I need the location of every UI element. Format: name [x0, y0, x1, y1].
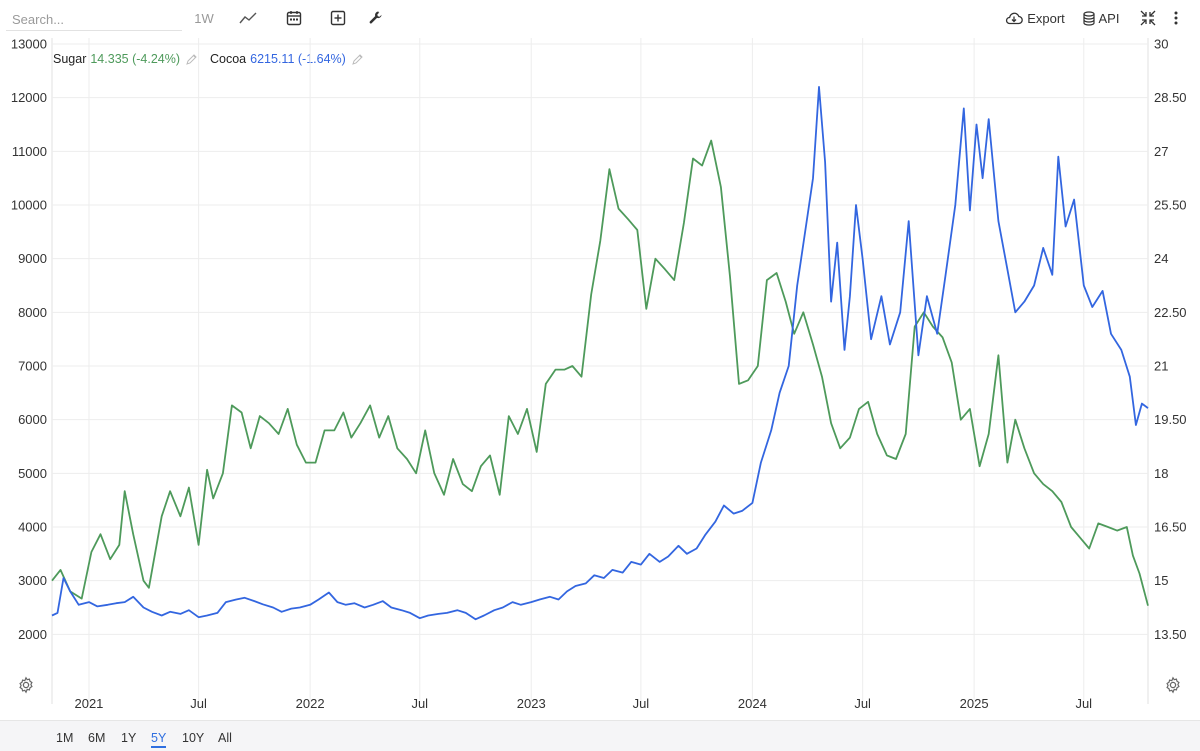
- range-all-button[interactable]: All: [218, 731, 232, 745]
- right-tick-label: 18: [1154, 466, 1168, 481]
- edit-sugar-icon[interactable]: [186, 53, 198, 65]
- time-tick-label: Jul: [190, 696, 207, 711]
- range-1y-button[interactable]: 1Y: [121, 731, 137, 745]
- cloud-download-icon: [1006, 12, 1024, 25]
- left-tick-label: 4000: [18, 520, 47, 535]
- price-chart[interactable]: 2000 3000 4000 5000 6000 7000 8000 9000 10000 110…: [0, 38, 1200, 720]
- legend-cocoa-name: Cocoa: [210, 52, 247, 66]
- line-chart-icon[interactable]: [238, 7, 258, 29]
- left-axis-settings-icon[interactable]: [17, 676, 35, 694]
- time-tick-label: 2022: [296, 696, 325, 711]
- time-tick-label: 2025: [960, 696, 989, 711]
- time-axis: 2021 Jul 2022 Jul 2023 Jul 2024 Jul 2025 Jul: [74, 696, 1092, 711]
- range-10y-button[interactable]: 10Y: [182, 731, 205, 745]
- add-indicator-icon[interactable]: [328, 7, 348, 29]
- left-tick-label: 5000: [18, 466, 47, 481]
- database-icon: [1082, 10, 1095, 26]
- left-tick-label: 11000: [12, 144, 47, 159]
- left-axis: 2000 3000 4000 5000 6000 7000 8000 9000 10000 110…: [11, 38, 47, 642]
- chart-legend: Sugar 14.335 (-4.24%) Cocoa 6215.11 (-1.…: [53, 52, 376, 66]
- export-label: Export: [1027, 10, 1065, 26]
- edit-cocoa-icon[interactable]: [352, 53, 364, 65]
- more-menu-icon[interactable]: [1168, 7, 1184, 29]
- api-button[interactable]: API: [1082, 7, 1120, 29]
- right-tick-label: 27: [1154, 144, 1168, 159]
- time-tick-label: 2023: [517, 696, 546, 711]
- time-tick-label: Jul: [633, 696, 650, 711]
- series-line-sugar: [51, 139, 1149, 606]
- right-tick-label: 30: [1154, 38, 1168, 52]
- interval-button[interactable]: 1W: [194, 10, 214, 26]
- range-1m-button[interactable]: 1M: [56, 731, 74, 745]
- right-tick-label: 22.50: [1154, 305, 1187, 320]
- range-6m-button[interactable]: 6M: [88, 731, 106, 745]
- right-tick-label: 19.50: [1154, 412, 1187, 427]
- collapse-icon[interactable]: [1138, 7, 1158, 29]
- right-tick-label: 21: [1154, 359, 1168, 374]
- legend-sugar-value: 14.335 (-4.24%): [90, 52, 180, 66]
- chart-grid: [51, 38, 1149, 704]
- api-label: API: [1098, 10, 1120, 26]
- legend-cocoa-value: 6215.11 (-1.64%): [250, 52, 346, 66]
- right-tick-label: 15: [1154, 573, 1168, 588]
- range-5y-button[interactable]: 5Y: [151, 731, 167, 748]
- time-tick-label: 2021: [74, 696, 103, 711]
- right-tick-label: 24: [1154, 251, 1168, 266]
- time-tick-label: Jul: [411, 696, 428, 711]
- calendar-icon[interactable]: [284, 7, 304, 29]
- left-tick-label: 2000: [18, 627, 47, 642]
- right-tick-label: 28.50: [1154, 90, 1187, 105]
- left-tick-label: 7000: [18, 359, 47, 374]
- toolbar: 1W Export API: [0, 0, 1200, 38]
- time-tick-label: Jul: [1075, 696, 1092, 711]
- left-tick-label: 13000: [11, 38, 47, 52]
- right-tick-label: 25.50: [1154, 198, 1187, 213]
- wrench-icon[interactable]: [366, 7, 386, 29]
- series-line-cocoa: [51, 86, 1149, 621]
- left-tick-label: 6000: [18, 412, 47, 427]
- search-input[interactable]: [6, 8, 182, 31]
- time-tick-label: Jul: [854, 696, 871, 711]
- right-axis-settings-icon[interactable]: [1164, 676, 1182, 694]
- right-tick-label: 16.50: [1154, 520, 1187, 535]
- export-button[interactable]: Export: [1004, 7, 1066, 29]
- left-tick-label: 9000: [18, 251, 47, 266]
- left-tick-label: 10000: [11, 198, 47, 213]
- left-tick-label: 12000: [11, 90, 47, 105]
- time-tick-label: 2024: [738, 696, 767, 711]
- legend-sugar-name: Sugar: [53, 52, 87, 66]
- left-tick-label: 8000: [18, 305, 47, 320]
- right-axis: 13.50 15 16.50 18 19.50 21 22.50 24 25.50 27 28.50…: [1154, 38, 1187, 642]
- right-tick-label: 13.50: [1154, 627, 1187, 642]
- chart-series: [51, 86, 1149, 621]
- left-tick-label: 3000: [18, 573, 47, 588]
- range-selector: 1M 6M 1Y 5Y 10Y All: [0, 720, 1200, 751]
